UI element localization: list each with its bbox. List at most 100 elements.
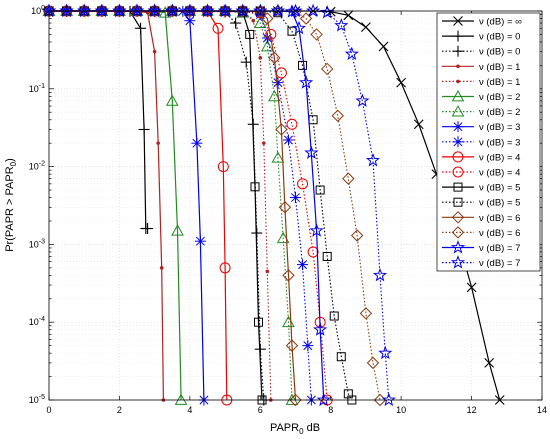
series-point [342,172,355,185]
legend-marker [453,16,463,26]
series-point [289,5,302,18]
series-point [359,307,373,320]
series-point [278,201,292,214]
series-point [94,3,109,18]
series-point [309,223,324,237]
legend-label: ν (dB) = 0 [479,47,520,58]
legend-entry: ν (dB) = 4 [442,166,520,179]
series-point [310,28,323,41]
legend-marker [453,197,463,207]
legend-entry: ν (dB) = 6 [442,226,520,239]
series-point [171,224,184,236]
legend-label: ν (dB) = ∞ [479,17,522,28]
series-point [270,3,285,18]
legend-marker [456,64,460,69]
x-tick-label: 12 [467,405,477,415]
legend-entry: ν (dB) = 4 [442,151,520,163]
series-point [156,141,160,145]
legend-entry: ν (dB) = 0 [442,45,520,58]
y-tick-label: 10-5 [29,394,45,405]
series-point [219,262,231,274]
legend-marker [450,255,466,269]
legend-label: ν (dB) = 6 [479,213,520,224]
legend-label: ν (dB) = 4 [479,152,520,163]
series-point [59,3,74,18]
legend-label: ν (dB) = 4 [479,168,520,179]
series-point [165,3,180,18]
legend-label: ν (dB) = 7 [479,243,520,254]
series-point [302,340,314,352]
series-point [174,393,188,405]
x-axis-label: PAPR0 dB [270,422,320,436]
series-point [361,22,371,33]
series-point [212,22,224,34]
series-point [261,12,274,25]
series-point [272,77,284,89]
legend-label: ν (dB) = 1 [479,62,520,73]
series-point [298,60,308,70]
legend-marker [452,136,464,148]
series-point [315,185,325,195]
legend-entry: ν (dB) = 5 [442,197,520,209]
series-point [320,5,335,19]
x-tick-label: 14 [537,405,547,415]
series-point [344,46,359,61]
series-point [289,393,302,407]
series-point [299,75,314,89]
y-axis-label: Pr(PAPR > PAPR0) [4,158,18,252]
legend-marker [452,121,464,133]
series-point [262,141,266,145]
legend-marker [451,211,465,224]
series-point [191,137,203,149]
legend-entry: ν (dB) = 3 [442,136,520,148]
legend-entry: ν (dB) = 1 [442,77,520,88]
legend-label: ν (dB) = 2 [479,92,520,103]
series-point [366,356,380,370]
legend-label: ν (dB) = 1 [479,77,520,88]
series-point [265,269,270,274]
series-point [413,119,424,130]
series-point [129,3,145,18]
series-point [396,77,407,88]
series-point [159,266,164,270]
x-tick-label: 6 [258,405,263,415]
series-point [135,22,147,34]
y-tick-label: 10-4 [29,316,45,327]
series-point [268,89,281,102]
legend-entry: ν (dB) = 7 [442,240,520,254]
legend-marker [450,240,466,254]
series-point [336,352,346,362]
series-point [307,246,319,258]
x-tick-labels: 0 2 4 6 8 10 12 14 [46,405,547,415]
legend-entry: ν (dB) = 3 [442,121,520,133]
series-point [329,311,339,321]
series-point [291,20,307,35]
y-tick-label: 10-2 [29,161,45,172]
x-tick-label: 4 [187,405,192,415]
legend-marker [452,166,464,178]
series-point [254,317,264,327]
legend-label: ν (dB) = 5 [479,198,520,209]
series-line [49,10,328,401]
series-point [285,339,299,352]
series-point [299,12,313,25]
legend-entry: ν (dB) = 0 [442,30,520,43]
series-point [378,41,389,52]
series-point [230,17,242,29]
legend-marker [451,226,465,239]
legend-marker [453,182,463,192]
x-tick-label: 10 [396,405,406,415]
legend-entry: ν (dB) = 7 [442,255,520,269]
series-point [271,151,285,163]
series-point [331,109,344,122]
series-point [138,123,150,135]
series-point [165,94,179,106]
series-point [343,10,354,21]
legend-entry: ν (dB) = 6 [442,211,520,224]
legend-label: ν (dB) = 3 [479,137,520,148]
series-point [152,49,157,54]
series-point [268,51,281,65]
legend-label: ν (dB) = 6 [479,228,520,239]
axis-ticks [48,10,543,401]
series-point [316,392,331,407]
